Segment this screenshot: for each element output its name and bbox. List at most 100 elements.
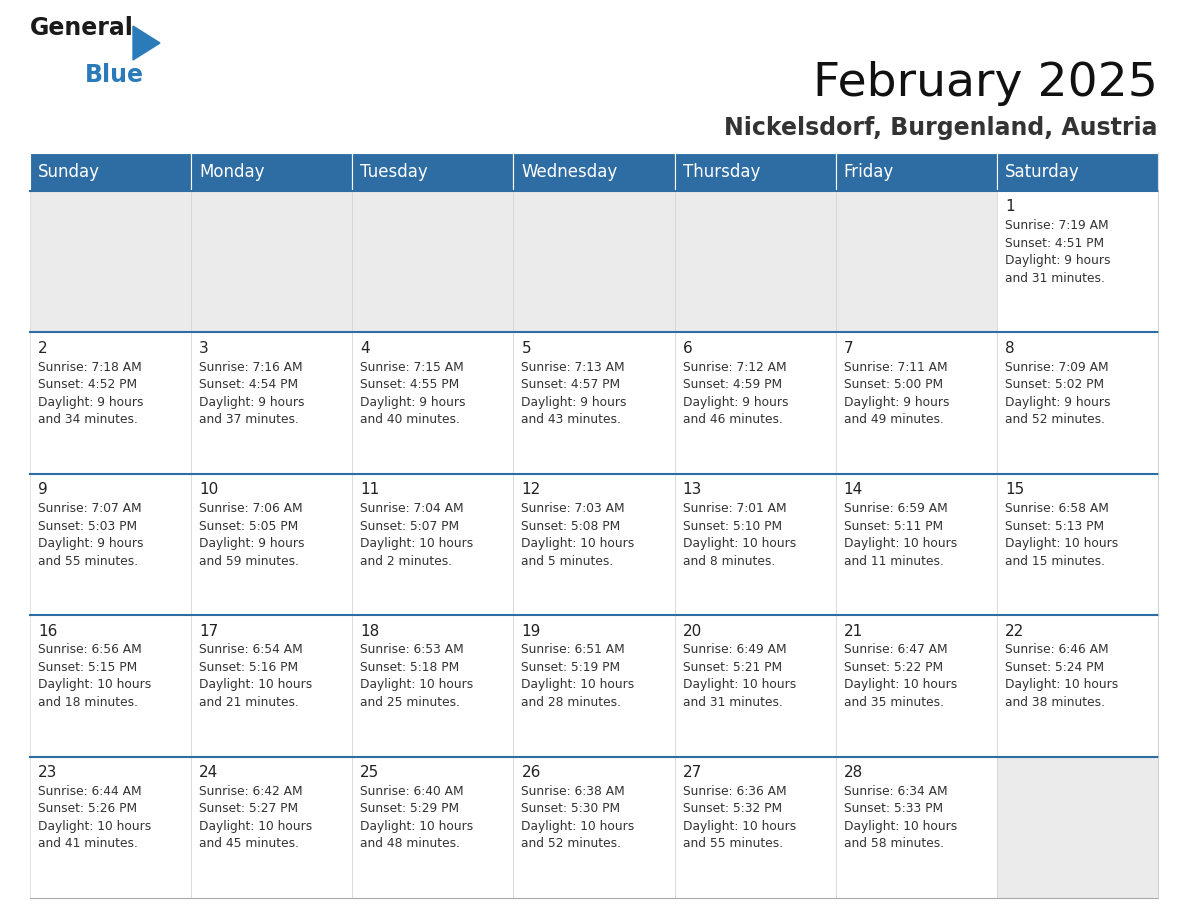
Text: 7: 7 [843, 341, 853, 356]
Bar [353, 615, 513, 756]
Text: Sunrise: 7:04 AM
Sunset: 5:07 PM
Daylight: 10 hours
and 2 minutes.: Sunrise: 7:04 AM Sunset: 5:07 PM Dayligh… [360, 502, 474, 567]
Text: 11: 11 [360, 482, 380, 498]
Bar [30, 191, 191, 332]
Bar [513, 332, 675, 474]
Text: Sunrise: 7:16 AM
Sunset: 4:54 PM
Daylight: 9 hours
and 37 minutes.: Sunrise: 7:16 AM Sunset: 4:54 PM Dayligh… [200, 361, 304, 426]
Bar [30, 474, 191, 615]
Bar [513, 756, 675, 898]
Text: Blue: Blue [86, 63, 144, 87]
Text: 27: 27 [683, 765, 702, 780]
Text: Sunrise: 6:40 AM
Sunset: 5:29 PM
Daylight: 10 hours
and 48 minutes.: Sunrise: 6:40 AM Sunset: 5:29 PM Dayligh… [360, 785, 474, 850]
Bar [675, 191, 835, 332]
Bar [835, 756, 997, 898]
Bar [675, 153, 835, 191]
Text: 20: 20 [683, 623, 702, 639]
Text: Sunrise: 7:06 AM
Sunset: 5:05 PM
Daylight: 9 hours
and 59 minutes.: Sunrise: 7:06 AM Sunset: 5:05 PM Dayligh… [200, 502, 304, 567]
Text: 13: 13 [683, 482, 702, 498]
Text: 21: 21 [843, 623, 862, 639]
Bar [513, 615, 675, 756]
Text: 14: 14 [843, 482, 862, 498]
Bar [191, 191, 353, 332]
Bar [997, 191, 1158, 332]
Text: 1: 1 [1005, 199, 1015, 215]
Bar [835, 332, 997, 474]
Bar [191, 756, 353, 898]
Bar [191, 474, 353, 615]
Text: Sunrise: 7:12 AM
Sunset: 4:59 PM
Daylight: 9 hours
and 46 minutes.: Sunrise: 7:12 AM Sunset: 4:59 PM Dayligh… [683, 361, 788, 426]
Text: 24: 24 [200, 765, 219, 780]
Text: 22: 22 [1005, 623, 1024, 639]
Bar [513, 191, 675, 332]
Text: Sunrise: 7:03 AM
Sunset: 5:08 PM
Daylight: 10 hours
and 5 minutes.: Sunrise: 7:03 AM Sunset: 5:08 PM Dayligh… [522, 502, 634, 567]
Text: Saturday: Saturday [1005, 163, 1080, 181]
Bar [353, 191, 513, 332]
Bar [191, 153, 353, 191]
Bar [353, 756, 513, 898]
Bar [997, 474, 1158, 615]
Bar [513, 474, 675, 615]
Bar [997, 756, 1158, 898]
Text: Sunrise: 6:44 AM
Sunset: 5:26 PM
Daylight: 10 hours
and 41 minutes.: Sunrise: 6:44 AM Sunset: 5:26 PM Dayligh… [38, 785, 151, 850]
Text: 3: 3 [200, 341, 209, 356]
Text: 23: 23 [38, 765, 57, 780]
Bar [513, 153, 675, 191]
Text: 9: 9 [38, 482, 48, 498]
Bar [30, 153, 191, 191]
Bar [835, 474, 997, 615]
Bar [30, 332, 191, 474]
Text: Sunrise: 6:36 AM
Sunset: 5:32 PM
Daylight: 10 hours
and 55 minutes.: Sunrise: 6:36 AM Sunset: 5:32 PM Dayligh… [683, 785, 796, 850]
Bar [835, 615, 997, 756]
Bar [30, 615, 191, 756]
Text: 10: 10 [200, 482, 219, 498]
Bar [30, 756, 191, 898]
Text: Sunrise: 6:47 AM
Sunset: 5:22 PM
Daylight: 10 hours
and 35 minutes.: Sunrise: 6:47 AM Sunset: 5:22 PM Dayligh… [843, 644, 958, 709]
Text: 26: 26 [522, 765, 541, 780]
Text: Sunrise: 7:11 AM
Sunset: 5:00 PM
Daylight: 9 hours
and 49 minutes.: Sunrise: 7:11 AM Sunset: 5:00 PM Dayligh… [843, 361, 949, 426]
Text: 18: 18 [360, 623, 380, 639]
Text: 12: 12 [522, 482, 541, 498]
Text: 4: 4 [360, 341, 369, 356]
Text: 17: 17 [200, 623, 219, 639]
Text: Sunrise: 6:42 AM
Sunset: 5:27 PM
Daylight: 10 hours
and 45 minutes.: Sunrise: 6:42 AM Sunset: 5:27 PM Dayligh… [200, 785, 312, 850]
Text: Sunrise: 6:53 AM
Sunset: 5:18 PM
Daylight: 10 hours
and 25 minutes.: Sunrise: 6:53 AM Sunset: 5:18 PM Dayligh… [360, 644, 474, 709]
Text: General: General [30, 16, 134, 40]
Text: Sunrise: 7:09 AM
Sunset: 5:02 PM
Daylight: 9 hours
and 52 minutes.: Sunrise: 7:09 AM Sunset: 5:02 PM Dayligh… [1005, 361, 1111, 426]
Bar [997, 615, 1158, 756]
Bar [675, 756, 835, 898]
Text: Friday: Friday [843, 163, 895, 181]
Bar [835, 191, 997, 332]
Text: 16: 16 [38, 623, 57, 639]
Bar [675, 332, 835, 474]
Text: 15: 15 [1005, 482, 1024, 498]
Bar [675, 615, 835, 756]
Text: Wednesday: Wednesday [522, 163, 618, 181]
Text: Sunrise: 7:01 AM
Sunset: 5:10 PM
Daylight: 10 hours
and 8 minutes.: Sunrise: 7:01 AM Sunset: 5:10 PM Dayligh… [683, 502, 796, 567]
Text: Sunrise: 6:46 AM
Sunset: 5:24 PM
Daylight: 10 hours
and 38 minutes.: Sunrise: 6:46 AM Sunset: 5:24 PM Dayligh… [1005, 644, 1118, 709]
Text: Sunrise: 6:58 AM
Sunset: 5:13 PM
Daylight: 10 hours
and 15 minutes.: Sunrise: 6:58 AM Sunset: 5:13 PM Dayligh… [1005, 502, 1118, 567]
Text: Sunday: Sunday [38, 163, 100, 181]
Text: 8: 8 [1005, 341, 1015, 356]
Text: Sunrise: 7:18 AM
Sunset: 4:52 PM
Daylight: 9 hours
and 34 minutes.: Sunrise: 7:18 AM Sunset: 4:52 PM Dayligh… [38, 361, 144, 426]
Text: Sunrise: 6:59 AM
Sunset: 5:11 PM
Daylight: 10 hours
and 11 minutes.: Sunrise: 6:59 AM Sunset: 5:11 PM Dayligh… [843, 502, 958, 567]
Text: Tuesday: Tuesday [360, 163, 428, 181]
Text: Sunrise: 6:54 AM
Sunset: 5:16 PM
Daylight: 10 hours
and 21 minutes.: Sunrise: 6:54 AM Sunset: 5:16 PM Dayligh… [200, 644, 312, 709]
Text: Sunrise: 7:15 AM
Sunset: 4:55 PM
Daylight: 9 hours
and 40 minutes.: Sunrise: 7:15 AM Sunset: 4:55 PM Dayligh… [360, 361, 466, 426]
Text: 5: 5 [522, 341, 531, 356]
Text: February 2025: February 2025 [813, 61, 1158, 106]
Polygon shape [133, 26, 160, 60]
Bar [835, 153, 997, 191]
Bar [675, 474, 835, 615]
Bar [353, 332, 513, 474]
Bar [997, 332, 1158, 474]
Text: 2: 2 [38, 341, 48, 356]
Bar [191, 332, 353, 474]
Text: Monday: Monday [200, 163, 265, 181]
Text: Sunrise: 6:49 AM
Sunset: 5:21 PM
Daylight: 10 hours
and 31 minutes.: Sunrise: 6:49 AM Sunset: 5:21 PM Dayligh… [683, 644, 796, 709]
Bar [353, 474, 513, 615]
Text: Sunrise: 6:56 AM
Sunset: 5:15 PM
Daylight: 10 hours
and 18 minutes.: Sunrise: 6:56 AM Sunset: 5:15 PM Dayligh… [38, 644, 151, 709]
Text: Sunrise: 7:07 AM
Sunset: 5:03 PM
Daylight: 9 hours
and 55 minutes.: Sunrise: 7:07 AM Sunset: 5:03 PM Dayligh… [38, 502, 144, 567]
Bar [997, 153, 1158, 191]
Text: Sunrise: 7:13 AM
Sunset: 4:57 PM
Daylight: 9 hours
and 43 minutes.: Sunrise: 7:13 AM Sunset: 4:57 PM Dayligh… [522, 361, 627, 426]
Text: Sunrise: 6:38 AM
Sunset: 5:30 PM
Daylight: 10 hours
and 52 minutes.: Sunrise: 6:38 AM Sunset: 5:30 PM Dayligh… [522, 785, 634, 850]
Text: Sunrise: 7:19 AM
Sunset: 4:51 PM
Daylight: 9 hours
and 31 minutes.: Sunrise: 7:19 AM Sunset: 4:51 PM Dayligh… [1005, 219, 1111, 285]
